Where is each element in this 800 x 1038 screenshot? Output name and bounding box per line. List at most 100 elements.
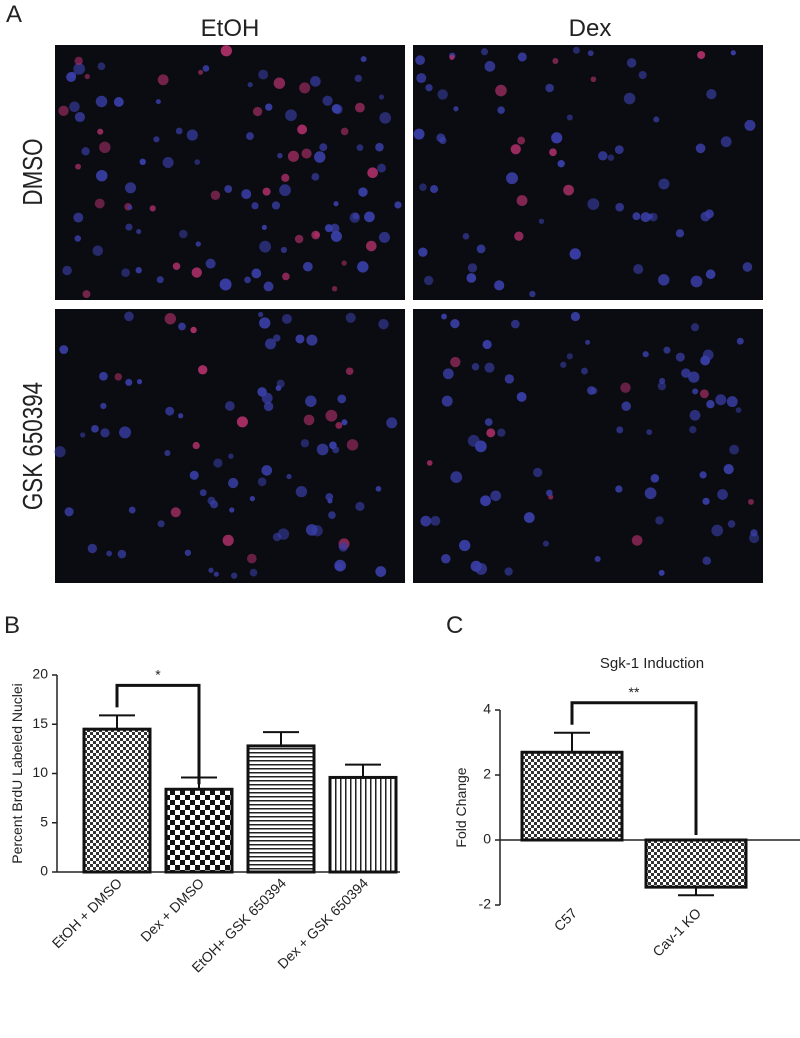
bar — [644, 838, 748, 889]
cell — [229, 507, 235, 513]
cell — [311, 525, 323, 537]
cell — [356, 144, 364, 151]
cell — [153, 136, 160, 143]
cell — [261, 224, 267, 230]
cell — [675, 229, 685, 238]
cell — [162, 157, 174, 169]
cell — [258, 311, 264, 318]
cell — [54, 446, 66, 458]
cell — [178, 322, 186, 331]
cell — [442, 368, 454, 380]
y-tick-label: 5 — [40, 813, 48, 829]
cell — [715, 394, 727, 406]
cell — [197, 365, 208, 375]
cell — [178, 229, 188, 239]
panel-label: B — [4, 612, 20, 639]
cell — [514, 231, 524, 241]
cell — [653, 116, 660, 123]
y-axis-label: Fold Change — [453, 767, 469, 847]
cell — [303, 261, 313, 272]
cell — [546, 489, 553, 497]
cell — [246, 553, 257, 564]
cell — [632, 212, 641, 221]
cell — [285, 109, 297, 122]
cell — [386, 417, 398, 429]
bar — [82, 727, 152, 874]
cell — [80, 432, 86, 438]
cell — [480, 48, 489, 56]
cell — [415, 55, 426, 66]
cell — [462, 232, 470, 240]
cell — [213, 458, 223, 468]
cell — [706, 400, 715, 409]
cell — [516, 195, 528, 207]
cell — [689, 425, 697, 434]
cell — [471, 363, 480, 371]
cell — [644, 487, 657, 500]
cell — [337, 394, 347, 404]
cell — [542, 540, 549, 547]
cell — [690, 275, 703, 288]
cell — [332, 446, 340, 454]
cell — [97, 62, 106, 71]
cell — [723, 464, 734, 475]
cell — [94, 198, 105, 209]
bar — [520, 750, 624, 842]
cell — [598, 151, 608, 161]
cell — [748, 498, 754, 505]
y-tick-label: 15 — [32, 715, 48, 731]
cell — [265, 338, 277, 350]
cell — [257, 387, 267, 397]
cell — [497, 106, 505, 114]
cell — [263, 281, 274, 292]
cell — [306, 334, 318, 346]
error-bar — [263, 731, 299, 746]
cell — [358, 187, 368, 197]
cell — [646, 429, 653, 435]
cell — [658, 569, 665, 576]
cell — [441, 313, 447, 320]
cell — [466, 273, 477, 283]
cell — [259, 240, 272, 253]
bar — [328, 775, 398, 874]
cell — [273, 334, 281, 342]
micrograph — [413, 45, 763, 300]
cell — [587, 386, 596, 395]
cell — [275, 385, 282, 391]
cell — [157, 520, 165, 528]
cell — [198, 69, 204, 75]
cell — [259, 317, 271, 329]
row-label: DMSO — [18, 138, 49, 205]
cell — [355, 501, 365, 511]
cell — [99, 141, 111, 154]
cell — [450, 471, 463, 483]
cell — [299, 82, 311, 94]
micrograph-bg — [413, 45, 763, 300]
cell — [594, 555, 601, 563]
cell — [340, 127, 349, 136]
cell — [549, 148, 557, 157]
error-bar — [554, 731, 590, 753]
cell — [99, 371, 108, 381]
cell — [375, 486, 382, 492]
cell — [486, 428, 496, 438]
cell — [570, 311, 581, 322]
y-tick-label: 0 — [40, 863, 48, 879]
cell — [124, 311, 134, 322]
cell — [249, 568, 258, 577]
cell — [328, 511, 336, 520]
cell — [702, 497, 710, 505]
cell — [305, 395, 317, 407]
cell — [623, 92, 636, 105]
cell — [252, 106, 263, 117]
cell — [484, 418, 493, 426]
cell — [413, 128, 425, 140]
cell — [303, 414, 315, 426]
cell — [301, 148, 312, 159]
cell — [430, 515, 441, 526]
micrograph — [413, 309, 763, 583]
cell — [210, 190, 221, 200]
chart-title: Sgk-1 Induction — [600, 655, 704, 672]
cell — [626, 58, 637, 68]
cell — [730, 50, 736, 56]
